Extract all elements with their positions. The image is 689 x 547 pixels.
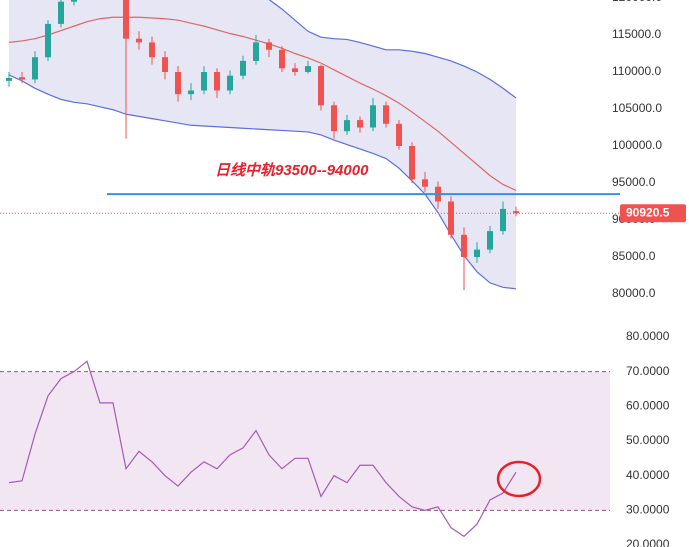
candle-body — [370, 105, 376, 128]
candle-body — [266, 42, 272, 50]
candle-body — [500, 208, 506, 232]
candle-body — [331, 105, 337, 132]
y-tick-label: 60.0000 — [626, 399, 670, 413]
candle-body — [45, 23, 51, 58]
bollinger-middle — [8, 16, 517, 191]
y-tick-label: 85000.0 — [612, 249, 656, 263]
candle-body — [487, 231, 493, 250]
y-tick-label: 20.0000 — [626, 537, 670, 547]
rsi-band — [0, 371, 610, 511]
price-panel — [6, 0, 519, 291]
y-tick-label: 100000.0 — [612, 138, 662, 152]
y-tick-label: 105000.0 — [612, 101, 662, 115]
bollinger-upper — [268, 0, 517, 99]
candle-body — [58, 1, 64, 24]
highlight-circle — [496, 460, 542, 498]
candle-body — [6, 77, 12, 81]
candle-body — [19, 77, 25, 80]
y-tick-label: 50.0000 — [626, 433, 670, 447]
candle-body — [149, 42, 155, 58]
candle-body — [513, 211, 519, 214]
candle-body — [214, 72, 220, 91]
y-tick-label: 70.0000 — [626, 364, 670, 378]
y-tick-label: 80.0000 — [626, 329, 670, 343]
rsi-panel — [0, 360, 610, 538]
band-fill — [9, 0, 516, 289]
y-tick-label: 30.0000 — [626, 503, 670, 517]
candle-body — [123, 0, 129, 39]
candle-body — [448, 201, 454, 235]
candle-body — [474, 249, 480, 257]
candle-body — [71, 0, 77, 2]
y-tick-label: 95000.0 — [612, 175, 656, 189]
candle-body — [396, 123, 402, 146]
axis-panel: 80000.085000.090000.095000.0100000.01050… — [612, 0, 670, 547]
candle-body — [253, 42, 259, 61]
candle-body — [357, 120, 363, 128]
last-price-label: 90920.5 — [626, 205, 670, 219]
candle-body — [162, 57, 168, 72]
rsi-line — [8, 360, 517, 538]
y-tick-label: 80000.0 — [612, 286, 656, 300]
annotation: 日线中轨93500--94000 — [215, 162, 369, 179]
candle-body — [201, 72, 207, 91]
candle-body — [305, 66, 311, 72]
candle-body — [227, 75, 233, 91]
candle-body — [188, 90, 194, 95]
candle-body — [422, 179, 428, 187]
candle-body — [383, 105, 389, 124]
bollinger-lower — [8, 74, 517, 290]
candle-body — [409, 146, 415, 180]
candle-body — [32, 57, 38, 80]
y-tick-label: 115000.0 — [612, 27, 661, 41]
candle-body — [279, 49, 285, 69]
candle-body — [344, 120, 350, 132]
candle-body — [240, 60, 246, 76]
candle-body — [461, 234, 467, 257]
candle-body — [136, 38, 142, 43]
candle-body — [292, 68, 298, 72]
y-tick-label: 110000.0 — [612, 64, 661, 78]
candle-body — [175, 72, 181, 95]
y-tick-label: 40.0000 — [626, 468, 670, 482]
y-tick-label: 120000.0 — [612, 0, 662, 4]
last-price-box — [620, 204, 686, 223]
candle-body — [318, 66, 324, 106]
